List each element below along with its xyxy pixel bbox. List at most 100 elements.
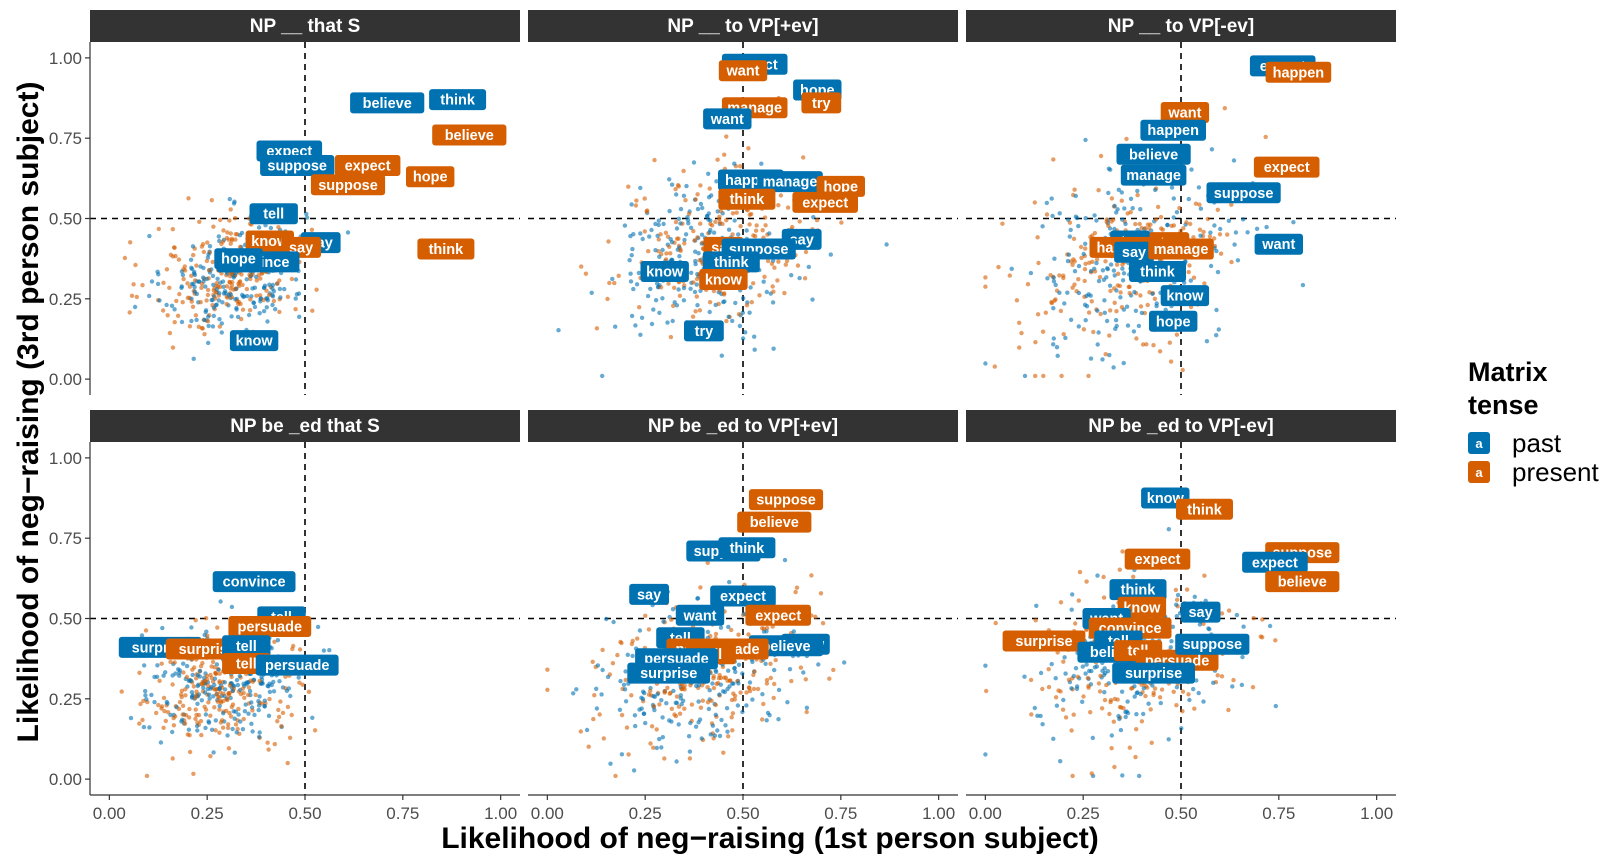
verb-label-past: believe [350, 92, 425, 114]
data-point-past [695, 303, 700, 308]
legend-key-past-glyph: a [1475, 436, 1483, 451]
data-point-present [204, 677, 210, 682]
verb-label-text: expect [802, 195, 848, 211]
verb-label-past: think [718, 537, 776, 559]
data-point-present [293, 307, 298, 312]
verb-label-past: suppose [260, 155, 335, 176]
data-point-present [182, 268, 188, 273]
data-point-present [827, 676, 832, 681]
data-point-present [713, 219, 718, 224]
data-point-present [1033, 373, 1038, 379]
data-point-past [206, 314, 211, 319]
data-point-past [748, 285, 753, 290]
data-point-past [1239, 682, 1245, 688]
data-point-past [1065, 290, 1070, 295]
data-point-past [268, 225, 274, 231]
data-point-past [1112, 273, 1117, 278]
data-point-past [164, 699, 169, 705]
data-point-past [206, 323, 211, 329]
data-point-present [644, 209, 649, 214]
data-point-present [637, 305, 642, 310]
data-point-present [1226, 608, 1232, 613]
x-tick-label: 0.00 [93, 804, 126, 823]
data-point-past [706, 171, 711, 176]
data-point-present [698, 585, 703, 590]
data-point-past [1084, 293, 1089, 299]
data-point-past [1100, 357, 1105, 362]
data-point-past [1055, 353, 1060, 358]
data-point-past [983, 663, 988, 668]
data-point-past [1211, 680, 1216, 685]
data-point-present [213, 296, 218, 301]
data-point-present [266, 747, 271, 752]
data-point-past [743, 330, 748, 335]
data-point-present [1192, 706, 1197, 711]
data-point-past [983, 752, 988, 757]
data-point-past [660, 296, 665, 301]
data-point-present [312, 728, 318, 733]
data-point-past [293, 296, 298, 301]
data-point-past [1216, 327, 1222, 332]
data-point-past [706, 706, 712, 712]
data-point-past [685, 215, 690, 220]
data-point-present [601, 736, 606, 741]
data-point-present [154, 710, 159, 716]
data-point-past [594, 706, 600, 711]
data-point-past [1073, 193, 1079, 199]
data-point-present [1138, 293, 1143, 298]
data-point-present [1071, 257, 1076, 262]
data-point-past [634, 282, 640, 287]
data-point-present [646, 627, 652, 632]
data-point-past [1089, 668, 1094, 674]
data-point-past [1090, 735, 1096, 741]
verb-label-text: believe [1129, 147, 1178, 163]
panel-title: NP be _ed to VP[-ev] [1088, 416, 1273, 437]
data-point-present [1134, 727, 1139, 732]
data-point-present [1098, 311, 1103, 317]
data-point-past [238, 719, 243, 724]
data-point-present [198, 664, 204, 669]
data-point-present [198, 718, 204, 724]
data-point-past [232, 199, 237, 204]
data-point-past [250, 729, 255, 734]
data-point-present [267, 292, 272, 298]
data-point-past [791, 629, 796, 634]
data-point-present [233, 722, 239, 727]
data-point-present [250, 708, 255, 713]
verb-label-box [675, 604, 725, 626]
data-point-past [227, 196, 232, 202]
data-point-present [698, 183, 703, 188]
data-point-present [1067, 220, 1073, 225]
data-point-present [643, 613, 648, 618]
data-point-past [262, 703, 267, 709]
data-point-present [140, 283, 145, 288]
y-tick-label: 0.00 [49, 770, 82, 789]
data-point-past [718, 625, 724, 630]
data-point-present [127, 310, 132, 315]
data-point-present [658, 232, 663, 237]
data-point-present [672, 712, 677, 717]
data-point-past [770, 300, 776, 305]
data-point-present [217, 707, 222, 712]
data-point-past [726, 227, 732, 232]
data-point-past [267, 681, 272, 686]
data-point-present [716, 301, 721, 307]
data-point-past [1076, 223, 1081, 229]
data-point-past [1068, 227, 1073, 233]
data-point-past [1123, 714, 1128, 720]
data-point-past [1080, 664, 1086, 669]
data-point-present [119, 689, 124, 694]
data-point-past [656, 222, 661, 228]
data-point-past [1070, 592, 1075, 597]
data-point-present [256, 272, 261, 278]
verb-label-present: think [417, 238, 475, 260]
data-point-past [221, 711, 226, 716]
verb-label-text: believe [1278, 575, 1327, 591]
data-point-present [724, 318, 729, 324]
data-point-present [208, 713, 213, 718]
data-point-present [1149, 740, 1154, 745]
data-point-past [147, 725, 152, 730]
data-point-present [205, 240, 210, 245]
data-point-past [235, 682, 241, 688]
data-point-present [694, 276, 700, 282]
